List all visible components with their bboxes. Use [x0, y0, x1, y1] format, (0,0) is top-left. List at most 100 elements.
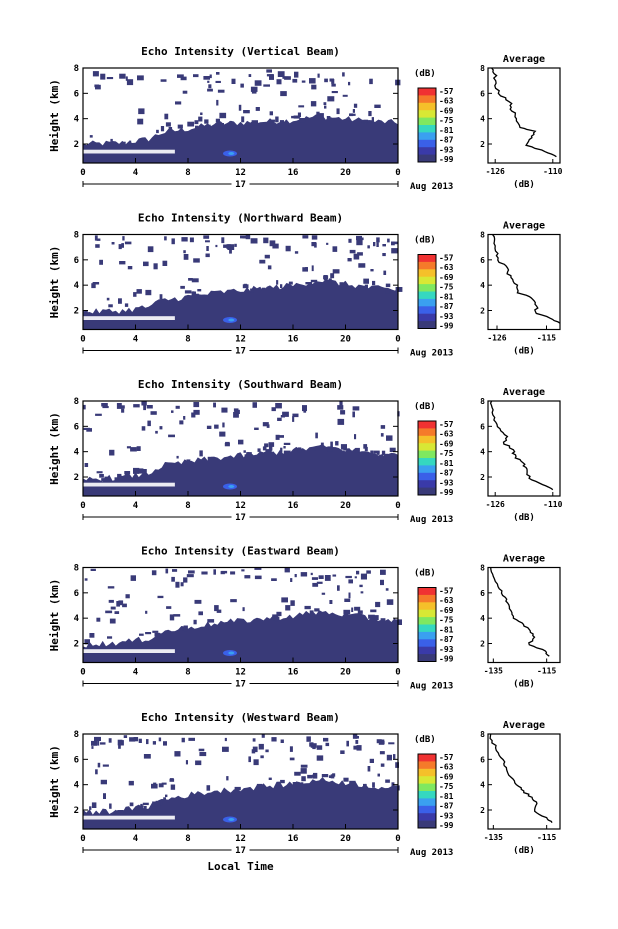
echo-cell: [385, 288, 390, 294]
echo-cell: [267, 265, 272, 270]
echo-cell: [391, 782, 395, 787]
average-frame: [487, 233, 561, 331]
echo-cell: [207, 80, 210, 83]
average-title: Average: [503, 387, 545, 398]
echo-cell: [372, 782, 375, 788]
average-xlabel: (dB): [513, 513, 535, 523]
echo-cell: [133, 737, 139, 742]
day-label-bg: [231, 845, 250, 855]
echo-region: [83, 114, 398, 163]
average-y-tick-label: 4: [480, 281, 485, 290]
echo-cell: [119, 261, 126, 265]
echo-cell: [261, 734, 265, 738]
echo-cell: [271, 578, 277, 581]
echo-cell: [260, 755, 264, 759]
echo-cell: [313, 447, 317, 451]
echo-cell: [293, 115, 300, 119]
echo-cell: [138, 738, 142, 743]
echo-cell: [217, 89, 225, 93]
colorbar-tick-label: -63: [439, 596, 454, 605]
echo-cell: [313, 116, 316, 120]
echo-cell: [279, 435, 284, 438]
echo-cell: [254, 567, 262, 570]
echo-cell: [122, 236, 125, 241]
colorbar-tick-label: -93: [439, 645, 454, 654]
colorbar-tick-label: -57: [439, 420, 454, 429]
echo-cell: [370, 450, 374, 456]
echo-cell: [349, 249, 356, 254]
echo-cell: [177, 74, 184, 78]
echo-cell: [283, 442, 291, 445]
echo-cell: [280, 779, 285, 784]
x-tick-label: 16: [288, 501, 299, 511]
colorbar-tick-label: -87: [439, 802, 454, 811]
echo-cell: [94, 736, 101, 741]
echo-cell: [121, 243, 124, 248]
date-label: Aug 2013: [410, 682, 453, 692]
echo-cell: [371, 117, 374, 123]
echo-cell: [117, 473, 122, 480]
echo-cell: [198, 611, 203, 616]
echo-cell: [152, 630, 159, 633]
echo-cell: [189, 237, 194, 243]
echo-cell: [395, 287, 403, 292]
x-tick-label: 4: [133, 501, 139, 511]
echo-cell: [146, 739, 149, 745]
echo-cell: [367, 766, 371, 772]
echo-cell: [327, 96, 335, 102]
date-label: Aug 2013: [410, 349, 453, 359]
average-frame: [487, 733, 561, 830]
echo-cell: [343, 448, 350, 451]
echo-cell: [262, 446, 267, 451]
average-y-tick-label: 6: [480, 589, 485, 598]
echo-cell: [175, 101, 182, 105]
colorbar-swatch: [418, 435, 436, 444]
echo-cell: [369, 78, 373, 85]
average-xlabel: (dB): [513, 680, 535, 690]
echo-cell: [215, 118, 220, 123]
colorbar-tick-label: -69: [439, 106, 454, 115]
x-tick-label: 16: [288, 668, 299, 678]
echo-cell: [175, 581, 180, 588]
colorbar-frame: [417, 420, 437, 496]
echo-cell: [344, 598, 351, 602]
echo-cell: [343, 609, 351, 615]
x-tick-label: 12: [235, 501, 246, 511]
echo-cell: [258, 743, 264, 750]
y-axis-label: Height (km): [48, 79, 61, 152]
echo-cell: [143, 806, 147, 810]
echo-cell: [312, 582, 319, 587]
echo-cell: [156, 129, 159, 134]
echo-cell: [137, 118, 144, 125]
colorbar-swatch: [418, 95, 436, 104]
heatmap-plot: [83, 69, 401, 163]
average-y-tick-label: 2: [480, 806, 485, 815]
x-tick-label: 20: [340, 501, 351, 511]
echo-cell: [323, 737, 329, 742]
colorbar-unit: (dB): [414, 236, 436, 246]
echo-cell: [109, 449, 115, 456]
echo-cell: [219, 112, 227, 119]
y-axis-label: Height (km): [48, 579, 61, 652]
echo-cell: [205, 240, 210, 243]
colorbar-tick-label: -99: [439, 655, 454, 664]
echo-cell: [183, 250, 186, 254]
echo-cell: [200, 112, 203, 115]
echo-cell: [316, 755, 324, 761]
echo-cell: [363, 444, 368, 449]
echo-cell: [256, 783, 263, 789]
echo-cell: [221, 407, 228, 413]
echo-cell: [223, 244, 230, 248]
echo-cell: [299, 118, 306, 123]
echo-cell: [162, 260, 168, 266]
echo-cell: [373, 242, 376, 247]
panel-title: Echo Intensity (Vertical Beam): [141, 45, 340, 58]
colorbar-swatch: [418, 594, 436, 603]
colorbar-swatch: [418, 421, 436, 429]
y-tick-label: 2: [74, 806, 79, 816]
echo-cell: [177, 124, 183, 129]
echo-cell: [139, 633, 144, 636]
colorbar-tick-label: -81: [439, 292, 454, 301]
colorbar-unit: (dB): [414, 402, 436, 412]
echo-cell: [118, 745, 121, 749]
